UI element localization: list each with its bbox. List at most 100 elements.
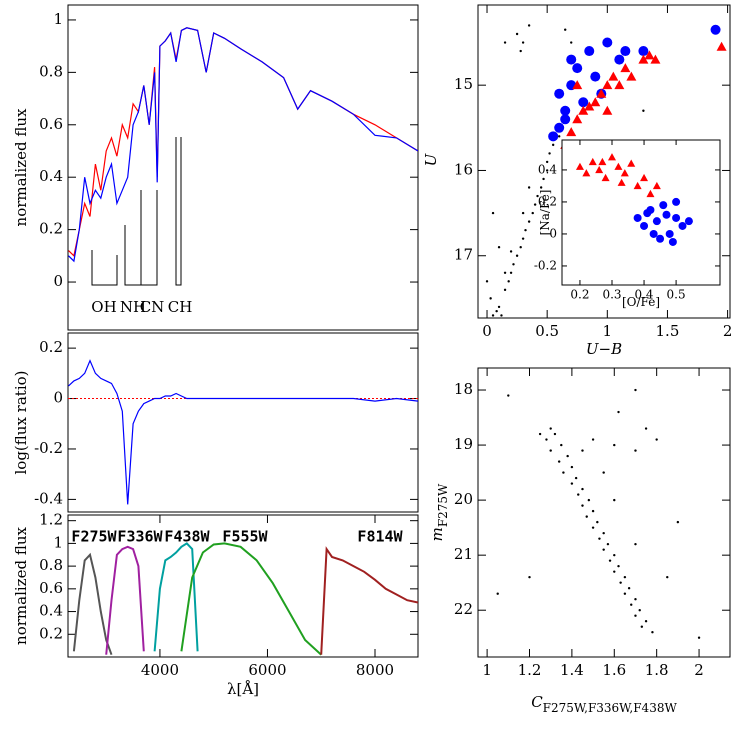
point (515, 32, 519, 36)
y-tick-label: 0.4 (39, 602, 63, 620)
y-tick-label: 19 (454, 435, 473, 453)
point (519, 49, 522, 53)
point (557, 135, 561, 138)
point (531, 211, 534, 215)
point (644, 620, 648, 623)
y-tick-label: 0.2 (39, 624, 63, 642)
x-tick-label: 1 (603, 322, 613, 340)
point (572, 63, 583, 74)
frame (561, 139, 721, 286)
point (553, 432, 557, 436)
series-line (68, 27, 418, 263)
x-axis-label-text: C (531, 693, 543, 711)
x-tick-label: 1.6 (602, 661, 626, 679)
triangle-point (608, 71, 619, 81)
point (560, 114, 571, 125)
triangle-point (716, 41, 727, 51)
point (656, 234, 665, 243)
point (668, 237, 677, 246)
point (491, 211, 495, 215)
point (642, 109, 645, 112)
legend-label: F814W (357, 528, 403, 546)
triangle-point (617, 178, 626, 186)
point (630, 603, 633, 606)
point (512, 263, 515, 266)
point (564, 28, 567, 31)
frame (477, 367, 731, 658)
y-tick-label: 1 (53, 10, 63, 28)
legend-label: F336W (117, 528, 163, 546)
y-axis-label: normalized flux (12, 527, 30, 645)
point (613, 570, 616, 573)
point (545, 160, 549, 164)
y-tick-label: 20 (454, 490, 473, 508)
point (519, 246, 522, 249)
point (560, 443, 563, 447)
panel: 18 19 20 21 22 1 1.2 1.4 1.6 1.8 2 mF275W CF275W,F33… (428, 367, 731, 715)
triangle-point (627, 159, 636, 167)
triangle-point (596, 88, 607, 98)
point (684, 217, 693, 226)
point (554, 122, 565, 133)
point (570, 482, 574, 485)
series-line (153, 542, 199, 652)
plot-area (72, 542, 418, 656)
x-tick-label: 1.2 (518, 661, 542, 679)
point (503, 41, 507, 44)
point (554, 88, 565, 99)
point (551, 143, 555, 147)
point (606, 542, 610, 546)
triangle-point (626, 71, 637, 81)
triangle-point (566, 127, 577, 137)
point (672, 213, 681, 222)
x-tick-label: 8000 (356, 661, 394, 679)
y-tick-label: 1.2 (39, 511, 63, 529)
series-line (105, 545, 145, 655)
point (614, 54, 625, 65)
point (655, 438, 658, 441)
triangle-point (590, 97, 601, 107)
triangle-point (578, 105, 589, 115)
y-tick-label: 0.2 (39, 220, 63, 238)
point (627, 586, 631, 590)
triangle-point (652, 181, 661, 190)
y-tick-label: 0.4 (39, 167, 63, 185)
y-tick-label: 18 (454, 380, 473, 398)
y-tick-label: 0.6 (39, 115, 63, 133)
feature-label: CN (140, 298, 165, 316)
triangle-point (595, 165, 604, 174)
triangle-point (644, 50, 655, 60)
triangle-point (575, 162, 584, 170)
y-axis-label-text: log(flux ratio) (12, 371, 30, 475)
point (581, 487, 584, 491)
series-line (68, 359, 418, 505)
point (528, 575, 531, 579)
x-axis-label-text: [O/Fe] (622, 295, 660, 309)
point (521, 237, 525, 240)
x-tick-label: 1.4 (560, 661, 584, 679)
y-tick-label: 0.2 (538, 194, 557, 208)
y-axis-label-text: U (422, 152, 440, 166)
point (672, 197, 681, 206)
point (710, 24, 721, 35)
series-line (320, 546, 418, 655)
point (638, 46, 649, 57)
panel: 0.2 0.4 0.6 0.8 1 1.2 4000 6000 8000 normalized f… (12, 511, 419, 698)
point (560, 105, 571, 116)
x-tick-label: 0.3 (602, 288, 621, 302)
x-tick-label: 4000 (141, 661, 179, 679)
point (491, 314, 495, 317)
point (570, 465, 574, 469)
point (634, 449, 637, 452)
x-axis-label-sub: F275W,F336W,F438W (543, 701, 678, 715)
feature-label: NH (120, 298, 146, 316)
point (578, 97, 589, 108)
y-tick-label: -0.4 (34, 489, 63, 507)
point (503, 288, 507, 292)
legend-label: F438W (164, 528, 210, 546)
point (507, 394, 510, 397)
point (515, 254, 519, 257)
triangle-point (602, 80, 613, 90)
plot-area (68, 27, 418, 263)
frame (67, 332, 419, 513)
